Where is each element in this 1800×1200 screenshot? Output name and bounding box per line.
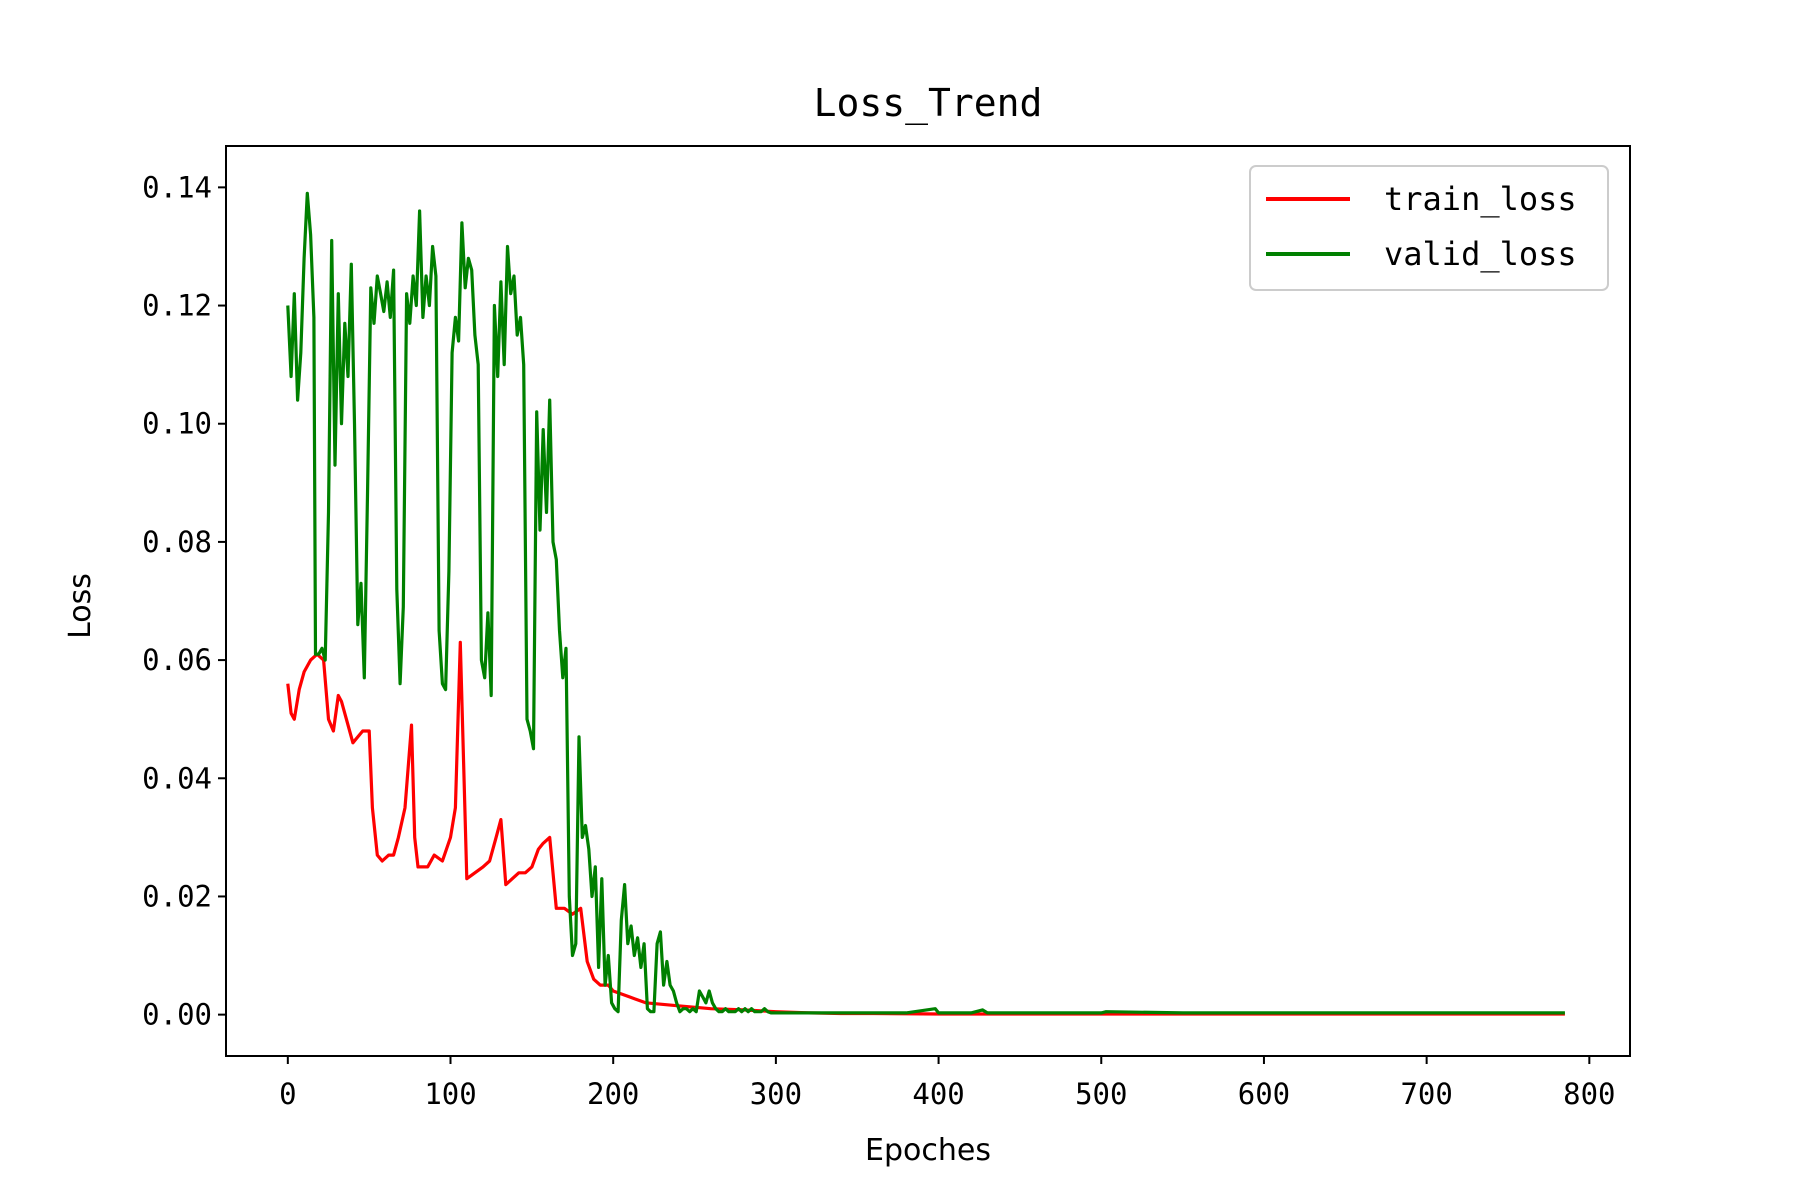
plot-series-group <box>286 191 1565 1016</box>
x-tick-label: 400 <box>912 1077 964 1111</box>
series-line-valid-loss <box>286 191 1565 1015</box>
x-tick-label: 100 <box>424 1077 476 1111</box>
y-tick-label: 0.02 <box>142 879 212 913</box>
x-axis-label: Epoches <box>865 1133 991 1168</box>
x-tick-label: 800 <box>1563 1077 1615 1111</box>
x-tick-label: 700 <box>1400 1077 1452 1111</box>
y-tick-group: 0.00 0.02 0.04 0.06 0.08 0.10 0.12 0.14 <box>142 170 226 1032</box>
chart-title: Loss_Trend <box>814 81 1043 126</box>
y-tick-label: 0.06 <box>142 643 212 677</box>
legend-label-train-loss: train_loss <box>1384 180 1577 218</box>
plot-frame <box>225 145 1631 1057</box>
y-tick-label: 0.14 <box>142 170 212 204</box>
legend-label-valid-loss: valid_loss <box>1384 235 1577 273</box>
x-tick-label: 600 <box>1238 1077 1290 1111</box>
x-tick-group: 0 100 200 300 400 500 600 700 800 <box>279 1056 1616 1111</box>
y-tick-label: 0.10 <box>142 407 212 441</box>
x-tick-label: 500 <box>1075 1077 1127 1111</box>
y-tick-label: 0.00 <box>142 998 212 1032</box>
x-tick-label: 0 <box>279 1077 296 1111</box>
y-tick-label: 0.12 <box>142 289 212 323</box>
y-tick-label: 0.08 <box>142 525 212 559</box>
y-tick-label: 0.04 <box>142 761 212 795</box>
x-tick-label: 300 <box>750 1077 802 1111</box>
legend: train_loss valid_loss <box>1249 165 1609 291</box>
y-axis-label: Loss <box>63 573 98 639</box>
x-tick-label: 200 <box>587 1077 639 1111</box>
